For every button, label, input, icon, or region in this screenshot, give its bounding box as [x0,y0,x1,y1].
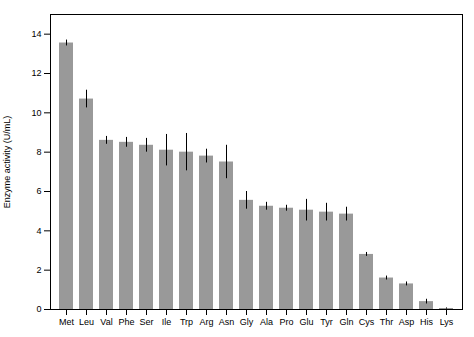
svg-text:Leu: Leu [79,317,94,327]
svg-text:Asn: Asn [219,317,235,327]
svg-text:2: 2 [36,265,41,275]
svg-text:Trp: Trp [180,317,193,327]
svg-text:Glu: Glu [299,317,313,327]
svg-text:14: 14 [31,29,41,39]
svg-text:Lys: Lys [440,317,454,327]
svg-text:Enzyme activity (U/mL): Enzyme activity (U/mL) [2,116,12,209]
svg-text:10: 10 [31,108,41,118]
svg-text:8: 8 [36,147,41,157]
svg-text:12: 12 [31,68,41,78]
svg-text:Pro: Pro [279,317,293,327]
svg-text:Ser: Ser [139,317,153,327]
svg-text:Gln: Gln [339,317,353,327]
svg-text:0: 0 [36,304,41,314]
svg-text:4: 4 [36,226,41,236]
svg-text:Phe: Phe [118,317,134,327]
svg-text:Cys: Cys [359,317,375,327]
svg-text:Tyr: Tyr [320,317,333,327]
svg-text:Thr: Thr [380,317,394,327]
svg-text:Ala: Ala [260,317,273,327]
svg-text:Gly: Gly [240,317,254,327]
svg-text:Arg: Arg [199,317,213,327]
svg-text:Met: Met [59,317,75,327]
svg-text:6: 6 [36,186,41,196]
svg-text:His: His [420,317,433,327]
svg-text:Asp: Asp [399,317,415,327]
svg-text:Ile: Ile [162,317,172,327]
svg-text:Val: Val [100,317,112,327]
